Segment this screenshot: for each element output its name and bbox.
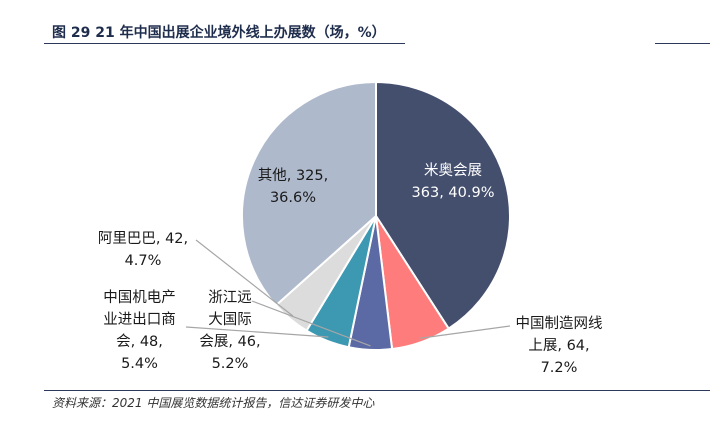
label-cccme-line2: 业进出口商 (103, 312, 176, 328)
source-note: 资料来源：2021 中国展览数据统计报告，信达证券研发中心 (52, 396, 375, 410)
leader-cccme (185, 326, 329, 338)
label-miao-line2: 363, 40.9% (411, 185, 495, 201)
label-zj-line1: 浙江远 (208, 290, 252, 306)
label-cccme-line4: 5.4% (121, 356, 158, 372)
label-made-in-china: 中国制造网线 上展, 64, 7.2% (504, 313, 614, 379)
label-others: 其他, 325, 36.6% (248, 165, 338, 209)
label-mic-line3: 7.2% (540, 360, 578, 376)
figure-title: 图 29 21 年中国出展企业境外线上办展数（场，%） (52, 25, 386, 41)
label-alibaba: 阿里巴巴, 42, 4.7% (88, 228, 198, 272)
title-rule (44, 43, 710, 44)
label-zj-line3: 会展, 46, (199, 334, 261, 350)
label-zj-line2: 大国际 (208, 312, 252, 328)
leader-zhejiang (251, 300, 371, 347)
title-rule-gap (405, 40, 655, 46)
label-ali-line1: 阿里巴巴, 42, (97, 231, 189, 247)
label-others-line2: 36.6% (269, 190, 317, 206)
label-cccme-line1: 中国机电产 (103, 290, 176, 306)
label-zhejiang: 浙江远 大国际 会展, 46, 5.2% (190, 287, 270, 375)
label-cccme: 中国机电产 业进出口商 会, 48, 5.4% (92, 287, 187, 375)
label-ali-line2: 4.7% (124, 253, 162, 269)
label-mic-line1: 中国制造网线 (515, 316, 603, 332)
label-others-line1: 其他, 325, (257, 168, 329, 184)
label-miao: 米奥会展 363, 40.9% (408, 160, 498, 204)
label-miao-line1: 米奥会展 (424, 163, 482, 179)
source-rule (44, 390, 710, 391)
slice-others (241, 80, 377, 307)
leader-made-in-china (420, 325, 511, 339)
label-zj-line4: 5.2% (211, 356, 249, 372)
label-mic-line2: 上展, 64, (528, 338, 590, 354)
label-cccme-line3: 会, 48, (116, 334, 163, 350)
leader-alibaba (195, 239, 294, 317)
